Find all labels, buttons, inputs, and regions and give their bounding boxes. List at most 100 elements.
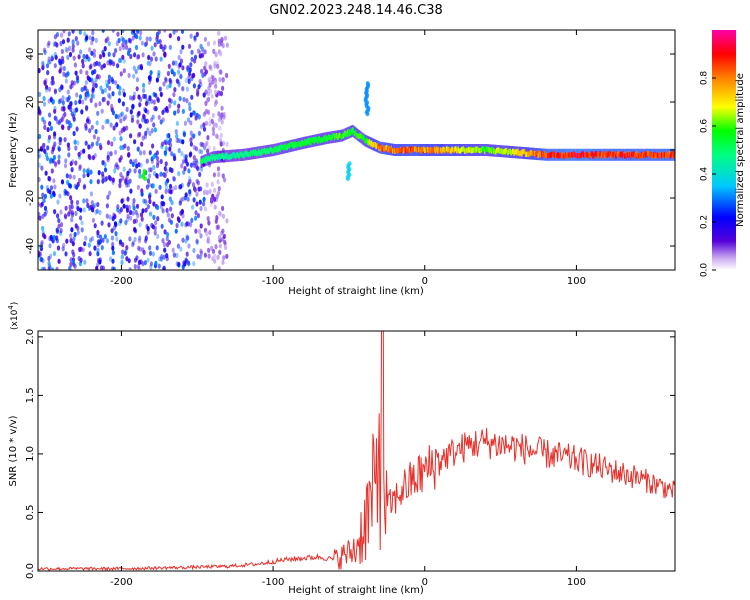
noise-speck xyxy=(223,239,227,245)
signal-core xyxy=(592,153,594,159)
noise-speck xyxy=(47,86,52,92)
signal-core xyxy=(385,145,387,151)
noise-speck xyxy=(172,30,176,35)
noise-speck xyxy=(111,91,115,97)
noise-speck xyxy=(40,165,44,171)
signal-core xyxy=(317,136,320,142)
signal-core xyxy=(489,147,491,153)
noise-speck xyxy=(103,167,108,173)
noise-speck xyxy=(127,37,131,43)
noise-speck xyxy=(190,49,194,55)
noise-speck xyxy=(225,42,229,48)
noise-speck xyxy=(114,113,118,119)
noise-speck xyxy=(206,148,210,154)
noise-speck xyxy=(102,52,106,58)
signal-core xyxy=(615,153,617,159)
noise-speck xyxy=(71,30,75,34)
noise-speck xyxy=(155,77,159,83)
noise-speck xyxy=(55,266,59,270)
colorbar: 0.0 0.2 0.4 0.6 0.8 Normalized spectral ampl… xyxy=(700,30,746,277)
noise-speck xyxy=(195,238,199,244)
noise-speck xyxy=(197,130,201,136)
noise-speck xyxy=(78,30,82,35)
noise-speck xyxy=(206,135,210,141)
noise-speck xyxy=(220,119,224,125)
noise-speck xyxy=(96,179,100,185)
noise-speck xyxy=(79,69,83,75)
signal-core xyxy=(590,151,593,157)
noise-speck xyxy=(136,184,140,190)
signal-core xyxy=(543,151,545,157)
noise-speck xyxy=(175,222,179,229)
noise-speck xyxy=(85,35,89,41)
signal-core xyxy=(342,133,345,139)
noise-speck xyxy=(82,184,86,190)
noise-speck xyxy=(134,209,138,216)
signal-core xyxy=(598,153,600,159)
signal-core xyxy=(665,153,668,159)
noise-speck xyxy=(64,251,68,257)
noise-speck xyxy=(114,48,118,54)
signal-core xyxy=(365,137,367,143)
noise-speck xyxy=(134,69,138,75)
noise-speck xyxy=(223,177,227,183)
noise-speck xyxy=(95,140,99,147)
noise-speck xyxy=(169,142,173,148)
signal-core xyxy=(549,153,551,159)
noise-speck xyxy=(198,171,202,178)
signal-core xyxy=(653,152,655,158)
noise-speck xyxy=(148,250,153,256)
noise-speck xyxy=(138,235,142,241)
noise-speck xyxy=(138,222,142,228)
noise-speck xyxy=(213,63,217,69)
noise-speck xyxy=(53,34,58,40)
noise-speck xyxy=(118,46,122,52)
noise-speck xyxy=(210,118,214,124)
noise-speck xyxy=(69,233,73,239)
signal-core xyxy=(597,152,599,158)
signal-core xyxy=(274,147,276,153)
noise-speck xyxy=(61,246,65,252)
noise-speck xyxy=(61,100,65,106)
noise-speck xyxy=(126,196,130,202)
noise-speck xyxy=(55,235,59,241)
signal-core xyxy=(398,148,400,154)
noise-speck xyxy=(175,78,179,84)
noise-speck xyxy=(68,45,72,52)
noise-speck xyxy=(64,214,68,220)
noise-speck xyxy=(141,52,145,58)
noise-speck xyxy=(221,173,225,179)
noise-speck xyxy=(168,137,172,143)
signal-core xyxy=(439,147,442,153)
noise-speck xyxy=(58,68,62,74)
signal-core xyxy=(319,138,321,144)
noise-speck xyxy=(177,69,181,75)
noise-speck xyxy=(182,169,186,175)
noise-speck xyxy=(65,47,69,53)
noise-speck xyxy=(88,128,92,134)
noise-speck xyxy=(97,74,101,80)
signal-core xyxy=(459,148,461,154)
noise-speck xyxy=(56,213,60,219)
noise-speck xyxy=(58,118,63,124)
noise-speck xyxy=(163,166,167,172)
noise-speck xyxy=(148,95,152,101)
noise-speck xyxy=(177,54,181,61)
signal-core xyxy=(358,134,360,139)
noise-speck xyxy=(91,36,95,42)
signal-core xyxy=(528,150,530,156)
noise-speck xyxy=(110,103,114,109)
signal-core xyxy=(251,151,254,157)
noise-speck xyxy=(112,225,116,231)
noise-speck xyxy=(216,166,221,172)
noise-speck xyxy=(159,119,163,125)
noise-speck xyxy=(144,207,148,213)
signal-core xyxy=(429,147,431,153)
snr-multiplier: (x104) xyxy=(7,302,20,330)
noise-speck xyxy=(174,228,178,234)
noise-speck xyxy=(145,98,149,104)
noise-speck xyxy=(171,247,175,253)
noise-speck xyxy=(190,56,194,62)
signal-core xyxy=(243,151,245,156)
noise-speck xyxy=(205,182,209,188)
